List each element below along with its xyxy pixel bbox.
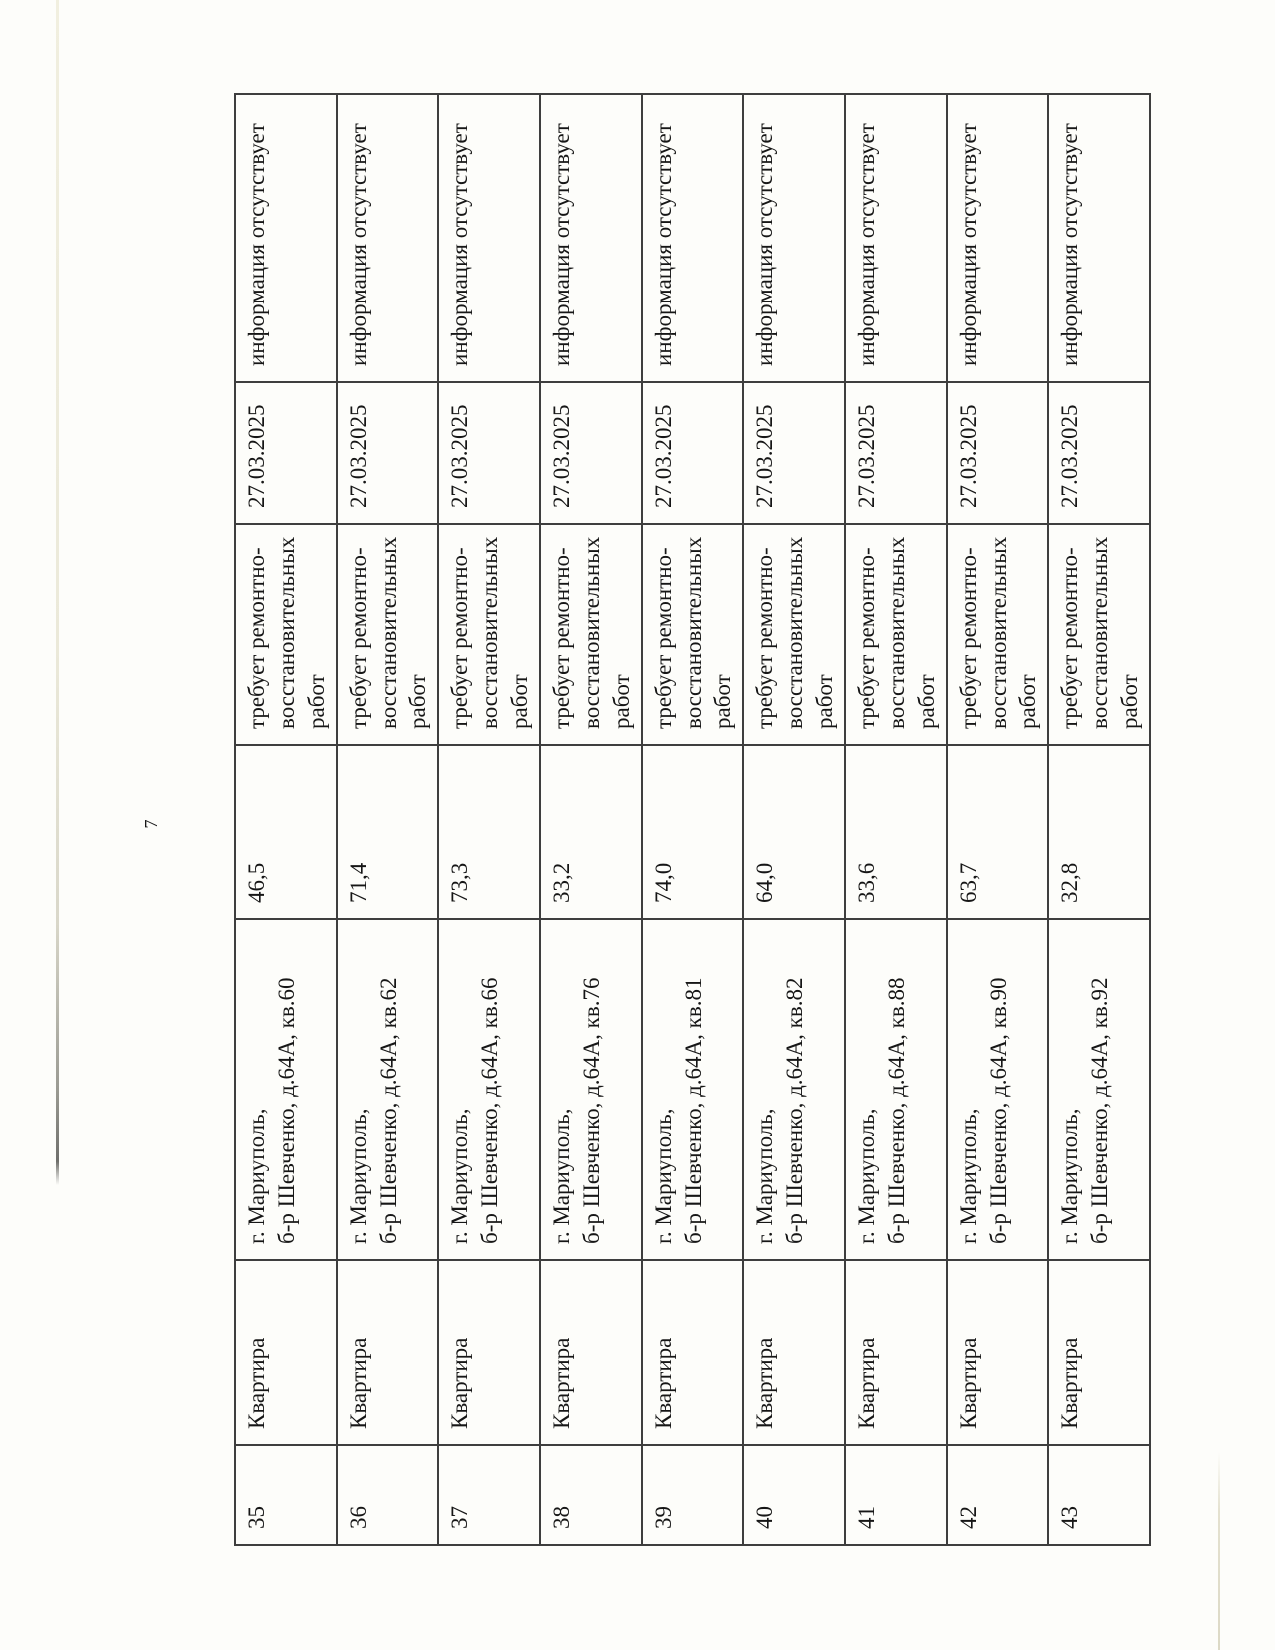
- cell-address: г. Мариуполь, б-р Шевченко, д.64А, кв.62: [336, 919, 439, 1260]
- table-row: 42 Квартира г. Мариуполь, б-р Шевченко, …: [946, 94, 1049, 1545]
- cell-object-type: Квартира: [1048, 1260, 1151, 1445]
- rotated-table-container: 35 Квартира г. Мариуполь, б-р Шевченко, …: [234, 94, 1151, 1546]
- cell-object-type: Квартира: [641, 1260, 744, 1445]
- cell-condition: требует ремонтно- восстановительных рабо…: [845, 524, 947, 745]
- cell-address: г. Мариуполь, б-р Шевченко, д.64А, кв.81: [641, 919, 744, 1260]
- cell-info: информация отсутствует: [743, 94, 846, 382]
- cell-address: г. Мариуполь, б-р Шевченко, д.64А, кв.66: [438, 919, 541, 1260]
- cell-row-number: 39: [641, 1445, 744, 1545]
- cell-object-type: Квартира: [540, 1260, 642, 1445]
- cell-condition: требует ремонтно- восстановительных рабо…: [1048, 524, 1151, 745]
- cell-info: информация отсутствует: [1048, 94, 1151, 382]
- cell-date: 27.03.2025: [336, 382, 439, 524]
- cell-row-number: 37: [438, 1445, 541, 1545]
- table-row: 37 Квартира г. Мариуполь, б-р Шевченко, …: [438, 94, 541, 1545]
- page-number: 7: [140, 819, 161, 829]
- cell-condition: требует ремонтно- восстановительных рабо…: [235, 524, 337, 745]
- cell-area: 74,0: [641, 745, 744, 919]
- table-row: 40 Квартира г. Мариуполь, б-р Шевченко, …: [743, 94, 846, 1545]
- paper-edge-left: [56, 0, 59, 1185]
- damage-register-table: 35 Квартира г. Мариуполь, б-р Шевченко, …: [234, 93, 1151, 1546]
- cell-address: г. Мариуполь, б-р Шевченко, д.64А, кв.90: [946, 919, 1049, 1260]
- cell-date: 27.03.2025: [743, 382, 846, 524]
- table-row: 38 Квартира г. Мариуполь, б-р Шевченко, …: [540, 94, 642, 1545]
- cell-date: 27.03.2025: [438, 382, 541, 524]
- cell-date: 27.03.2025: [946, 382, 1049, 524]
- cell-date: 27.03.2025: [1048, 382, 1151, 524]
- cell-row-number: 36: [336, 1445, 439, 1545]
- cell-area: 73,3: [438, 745, 541, 919]
- cell-condition: требует ремонтно- восстановительных рабо…: [336, 524, 439, 745]
- cell-object-type: Квартира: [336, 1260, 439, 1445]
- table-row: 36 Квартира г. Мариуполь, б-р Шевченко, …: [336, 94, 439, 1545]
- cell-date: 27.03.2025: [540, 382, 642, 524]
- cell-info: информация отсутствует: [438, 94, 541, 382]
- cell-info: информация отсутствует: [336, 94, 439, 382]
- cell-address: г. Мариуполь, б-р Шевченко, д.64А, кв.92: [1048, 919, 1151, 1260]
- cell-condition: требует ремонтно- восстановительных рабо…: [641, 524, 744, 745]
- cell-row-number: 41: [845, 1445, 947, 1545]
- cell-object-type: Квартира: [235, 1260, 337, 1445]
- cell-address: г. Мариуполь, б-р Шевченко, д.64А, кв.60: [235, 919, 337, 1260]
- cell-address: г. Мариуполь, б-р Шевченко, д.64А, кв.88: [845, 919, 947, 1260]
- cell-object-type: Квартира: [845, 1260, 947, 1445]
- cell-area: 32,8: [1048, 745, 1151, 919]
- cell-area: 33,6: [845, 745, 947, 919]
- cell-date: 27.03.2025: [235, 382, 337, 524]
- cell-info: информация отсутствует: [946, 94, 1049, 382]
- table-row: 35 Квартира г. Мариуполь, б-р Шевченко, …: [235, 94, 337, 1545]
- table-row: 41 Квартира г. Мариуполь, б-р Шевченко, …: [845, 94, 947, 1545]
- cell-condition: требует ремонтно- восстановительных рабо…: [540, 524, 642, 745]
- cell-area: 33,2: [540, 745, 642, 919]
- cell-object-type: Квартира: [438, 1260, 541, 1445]
- cell-row-number: 40: [743, 1445, 846, 1545]
- cell-area: 63,7: [946, 745, 1049, 919]
- table-row: 43 Квартира г. Мариуполь, б-р Шевченко, …: [1048, 94, 1151, 1545]
- cell-date: 27.03.2025: [641, 382, 744, 524]
- table-row: 39 Квартира г. Мариуполь, б-р Шевченко, …: [641, 94, 744, 1545]
- cell-condition: требует ремонтно- восстановительных рабо…: [438, 524, 541, 745]
- cell-object-type: Квартира: [743, 1260, 846, 1445]
- cell-area: 71,4: [336, 745, 439, 919]
- cell-row-number: 42: [946, 1445, 1049, 1545]
- cell-address: г. Мариуполь, б-р Шевченко, д.64А, кв.76: [540, 919, 642, 1260]
- cell-row-number: 38: [540, 1445, 642, 1545]
- cell-condition: требует ремонтно- восстановительных рабо…: [743, 524, 846, 745]
- cell-area: 46,5: [235, 745, 337, 919]
- cell-row-number: 43: [1048, 1445, 1151, 1545]
- cell-object-type: Квартира: [946, 1260, 1049, 1445]
- cell-condition: требует ремонтно- восстановительных рабо…: [946, 524, 1049, 745]
- cell-info: информация отсутствует: [845, 94, 947, 382]
- cell-info: информация отсутствует: [540, 94, 642, 382]
- cell-info: информация отсутствует: [235, 94, 337, 382]
- cell-row-number: 35: [235, 1445, 337, 1545]
- cell-info: информация отсутствует: [641, 94, 744, 382]
- cell-date: 27.03.2025: [845, 382, 947, 524]
- cell-area: 64,0: [743, 745, 846, 919]
- cell-address: г. Мариуполь, б-р Шевченко, д.64А, кв.82: [743, 919, 846, 1260]
- paper-edge-right: [1218, 1452, 1220, 1650]
